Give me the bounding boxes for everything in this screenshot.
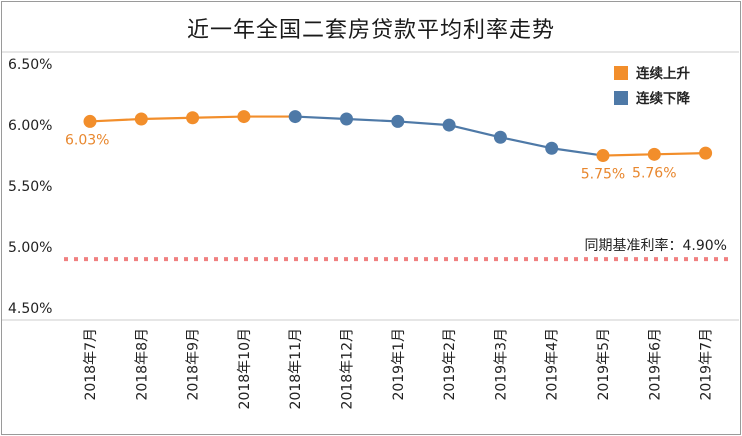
y-tick-label: 6.00% xyxy=(8,118,52,134)
line-segment xyxy=(602,153,655,157)
data-point xyxy=(442,118,456,132)
x-tick-label: 2018年12月 xyxy=(340,328,356,409)
data-point xyxy=(340,112,353,126)
x-tick-label: 2018年9月 xyxy=(186,328,202,401)
y-tick-label: 6.50% xyxy=(8,57,52,73)
line-segment xyxy=(500,136,552,150)
line-segment xyxy=(551,147,604,157)
x-tick-label: 2018年8月 xyxy=(134,328,150,401)
line-segment xyxy=(192,115,244,119)
data-point xyxy=(134,112,148,126)
data-point xyxy=(237,110,251,124)
x-tick-label: 2019年2月 xyxy=(442,328,458,401)
x-axis-ticks: 2018年7月 2018年8月 2018年9月 2018年10月 2018年11月 201… xyxy=(83,328,715,409)
data-label: 6.03% xyxy=(65,132,109,148)
x-tick-label: 2018年11月 xyxy=(288,328,304,409)
line-segment xyxy=(346,117,398,123)
data-point xyxy=(596,149,610,163)
x-tick-label: 2019年3月 xyxy=(493,328,509,401)
line-segment xyxy=(397,120,450,127)
reference-line-layer: 同期基准利率：4.90% xyxy=(64,237,728,262)
data-label: 5.75% xyxy=(581,167,625,183)
x-tick-label: 2018年10月 xyxy=(237,328,253,409)
x-tick-label: 2019年7月 xyxy=(699,328,715,401)
x-tick-label: 2019年5月 xyxy=(596,328,612,401)
data-point xyxy=(545,141,559,155)
y-tick-label: 5.00% xyxy=(8,240,52,256)
line-segment xyxy=(654,152,706,156)
x-tick-label: 2019年1月 xyxy=(391,328,407,401)
data-point xyxy=(699,146,713,160)
reference-line-label: 同期基准利率：4.90% xyxy=(585,237,727,254)
data-point xyxy=(391,114,405,128)
data-label: 5.76% xyxy=(632,165,676,181)
data-point xyxy=(186,111,200,125)
line-segment xyxy=(448,124,501,139)
chart-title: 近一年全国二套房贷款平均利率走势 xyxy=(186,18,555,43)
point-layer xyxy=(83,110,713,163)
data-point xyxy=(493,130,507,144)
data-labels: 6.03% 5.75% 5.76% xyxy=(65,132,677,182)
line-segment xyxy=(141,116,193,121)
data-point xyxy=(647,147,661,161)
legend-swatch-down xyxy=(614,91,628,105)
legend-label-down: 连续下降 xyxy=(636,90,690,107)
data-point xyxy=(83,114,97,128)
line-segment xyxy=(89,117,142,123)
x-tick-label: 2018年7月 xyxy=(83,328,99,401)
y-tick-label: 5.50% xyxy=(8,179,52,195)
x-tick-label: 2019年4月 xyxy=(545,328,561,401)
line-segment xyxy=(295,115,347,121)
y-axis-ticks: 6.50% 6.00% 5.50% 5.00% 4.50% xyxy=(8,57,52,317)
legend-label-up: 连续上升 xyxy=(636,65,690,82)
legend-swatch-up xyxy=(614,66,628,80)
grid-layer xyxy=(2,51,739,321)
data-point xyxy=(288,110,302,124)
y-tick-label: 4.50% xyxy=(8,301,52,317)
line-layer xyxy=(89,115,706,157)
x-tick-label: 2019年6月 xyxy=(647,328,663,401)
